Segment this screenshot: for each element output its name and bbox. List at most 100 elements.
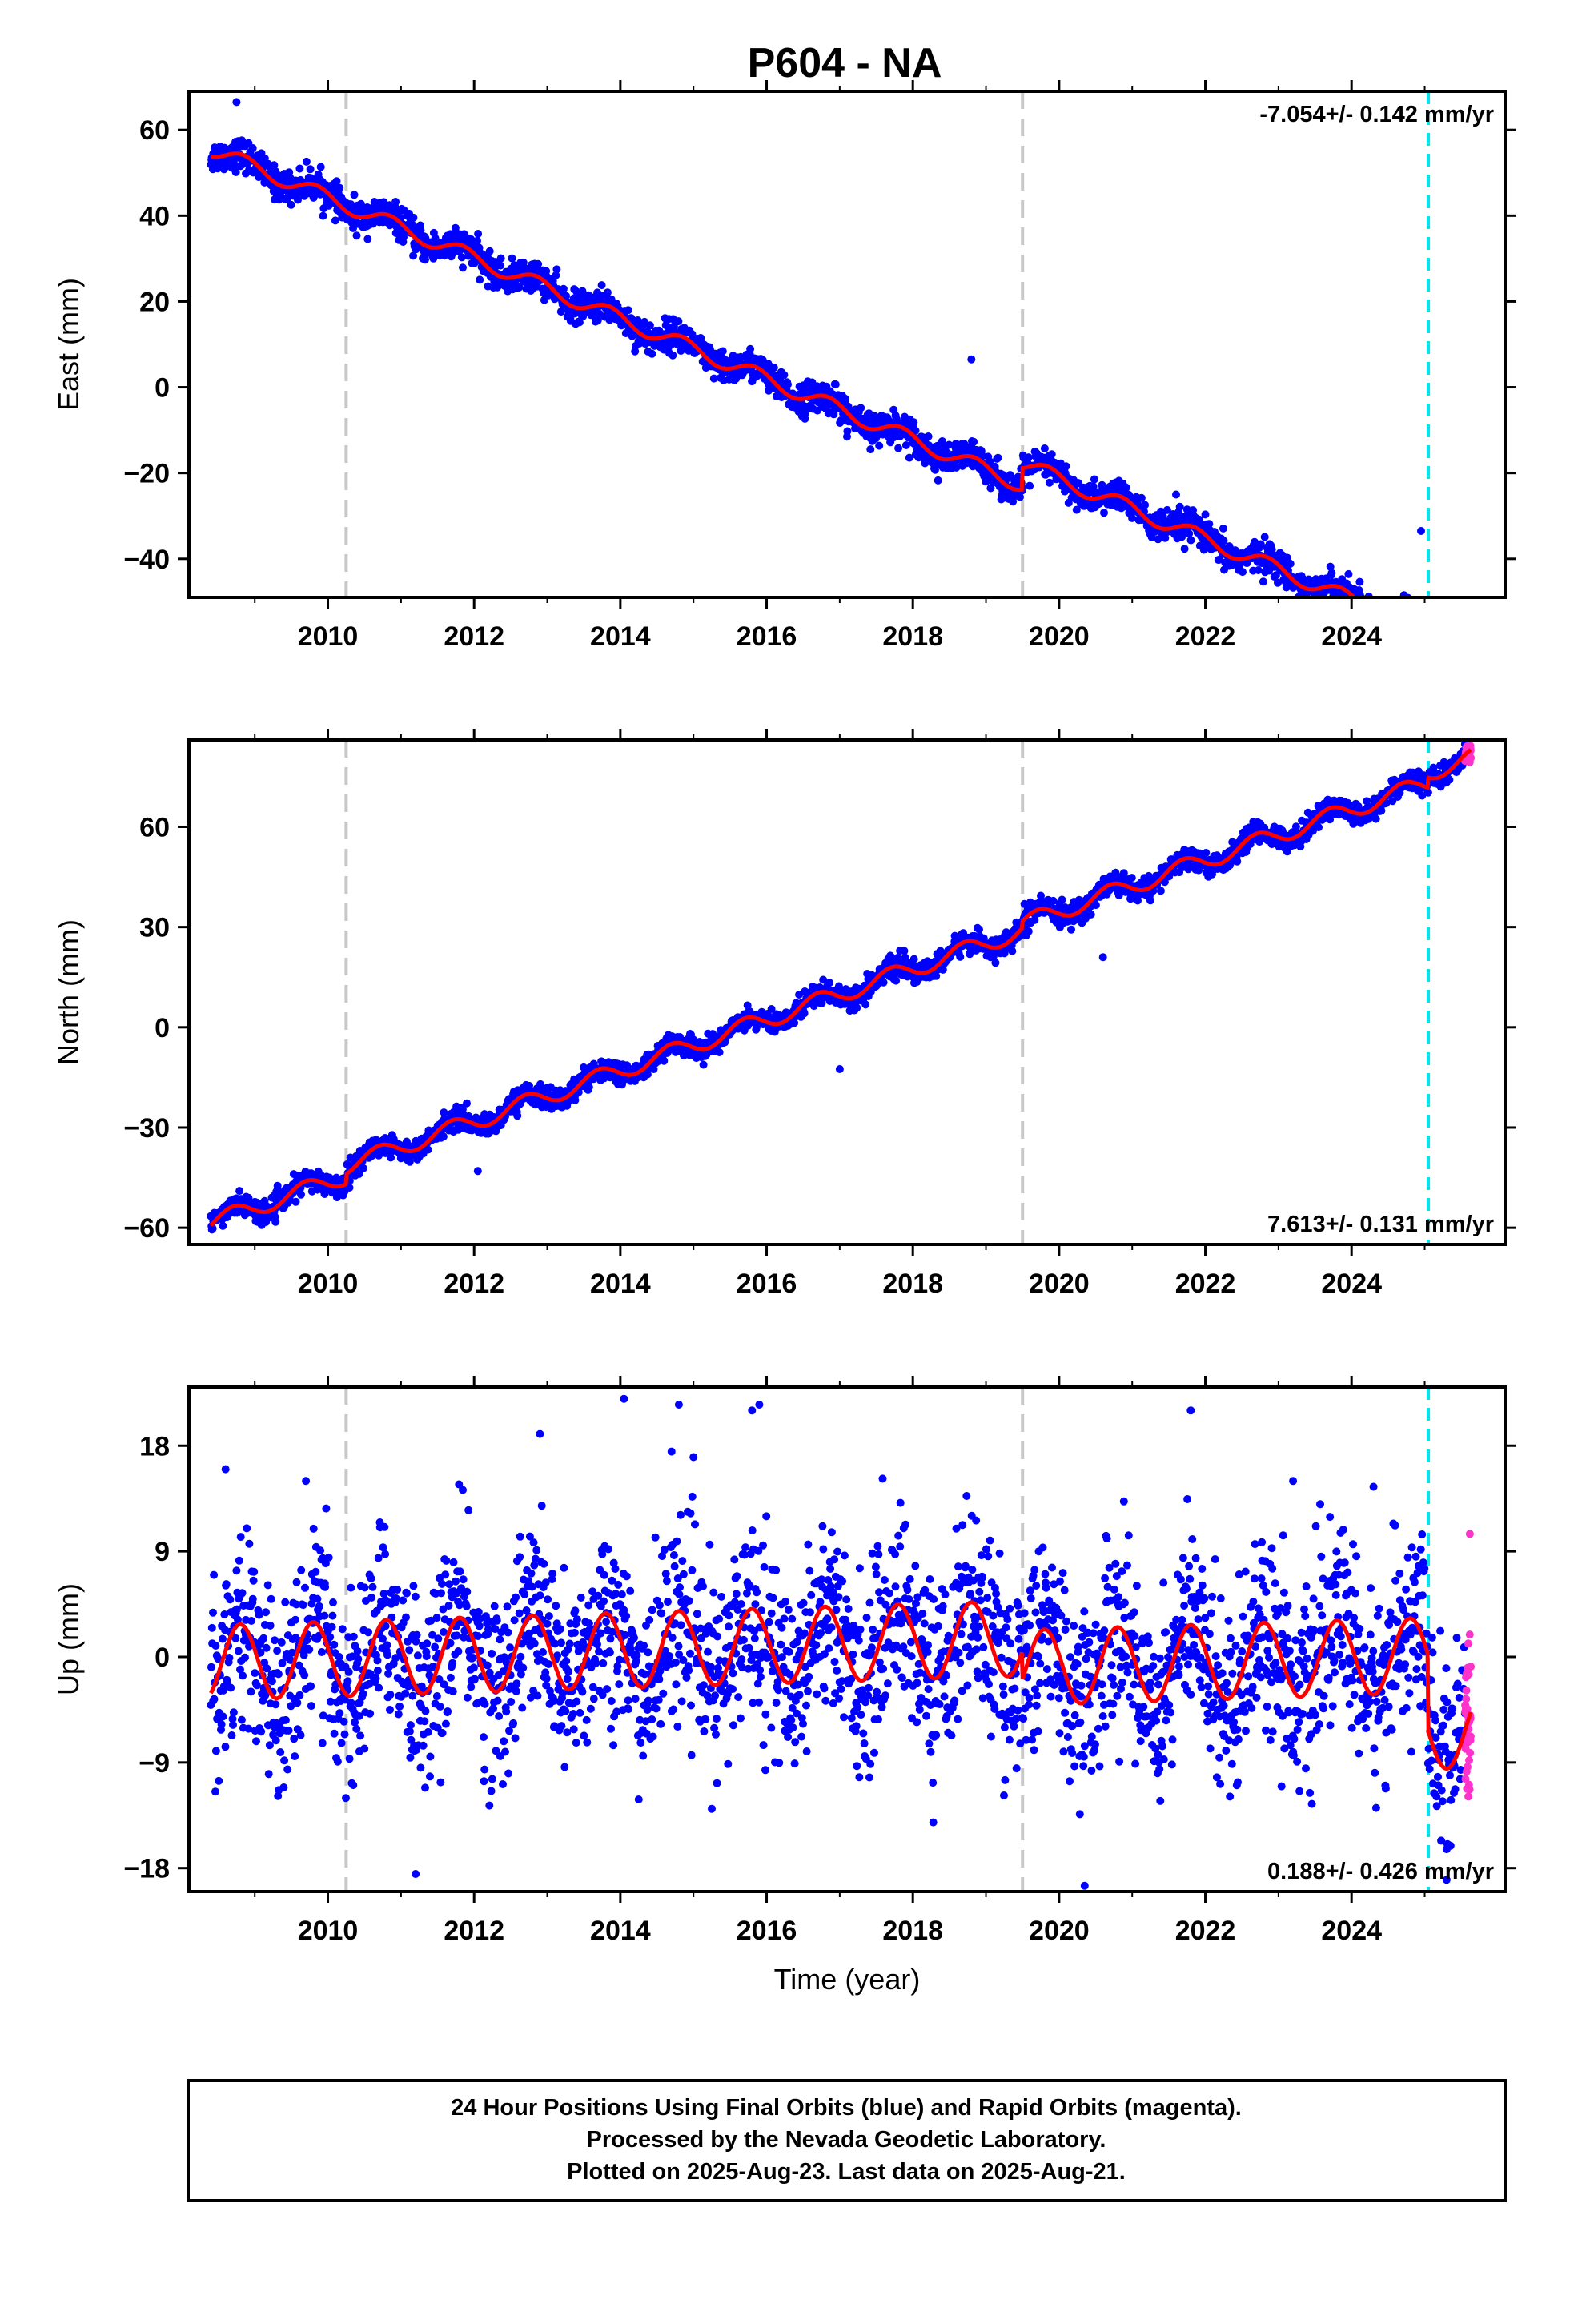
data-point [1411, 605, 1419, 613]
data-point [534, 259, 543, 268]
data-point [1417, 617, 1425, 625]
data-point [409, 213, 418, 222]
data-point [352, 231, 361, 240]
data-point [1267, 545, 1276, 554]
outlier-point [1172, 490, 1180, 499]
data-point [359, 1164, 367, 1172]
data-point [319, 211, 327, 220]
velocity-rate-label: -7.054+/- 0.142 mm/yr [1259, 102, 1494, 127]
rapid-point [1463, 635, 1471, 643]
data-point [857, 404, 865, 412]
rapid-point [1462, 629, 1470, 637]
data-point [1381, 621, 1389, 629]
rapid-point [1464, 621, 1472, 629]
data-point [1403, 608, 1411, 616]
data-point [1399, 614, 1407, 622]
data-point [1233, 857, 1242, 866]
data-point [1449, 629, 1457, 637]
data-point [1451, 629, 1459, 637]
data-point [1407, 611, 1415, 619]
data-point [1367, 604, 1375, 612]
data-point [1416, 629, 1424, 637]
data-point [1364, 607, 1372, 615]
data-point [1440, 627, 1448, 635]
data-point [1158, 512, 1167, 521]
data-point [1439, 626, 1447, 634]
x-tick-label: 2010 [298, 621, 359, 652]
data-point [1359, 605, 1367, 613]
data-point [1009, 497, 1018, 506]
data-point [421, 255, 429, 264]
data-point [769, 364, 778, 372]
data-point [975, 925, 983, 934]
data-point [1364, 598, 1372, 606]
rapid-point [1464, 634, 1472, 642]
data-point [1393, 616, 1401, 624]
data-point [1219, 537, 1228, 545]
data-point [302, 157, 311, 166]
data-point [1365, 604, 1373, 612]
x-tick-label: 2012 [444, 621, 504, 652]
data-point [1452, 636, 1460, 644]
data-point [1413, 604, 1421, 612]
data-point [1442, 636, 1450, 644]
data-point [1423, 622, 1431, 630]
plot-frame [187, 90, 1507, 599]
rapid-orbit-points [1461, 616, 1475, 657]
data-point [624, 306, 632, 315]
data-point [1432, 617, 1440, 625]
final-orbit-points [207, 740, 1469, 1234]
data-point [1283, 553, 1291, 562]
data-point [861, 1000, 870, 1009]
data-point [1440, 641, 1448, 649]
data-point [1429, 622, 1437, 630]
data-point [1452, 631, 1460, 639]
data-point [1415, 635, 1423, 643]
rapid-point [1461, 625, 1469, 633]
outlier-point [967, 355, 976, 364]
data-point [508, 254, 516, 263]
data-point [294, 195, 302, 204]
data-point [485, 247, 494, 255]
data-point [1448, 630, 1456, 638]
data-point [970, 437, 978, 446]
data-point [1383, 623, 1391, 631]
rapid-point [1465, 629, 1473, 637]
data-point [1379, 613, 1387, 621]
data-point [1026, 481, 1034, 490]
data-point [575, 318, 584, 327]
rapid-point [1467, 628, 1475, 636]
data-point [405, 1157, 414, 1166]
data-point [1460, 633, 1468, 641]
rapid-point [1467, 642, 1475, 650]
data-point [1418, 626, 1426, 634]
data-point [1389, 614, 1397, 622]
data-point [633, 316, 642, 324]
data-point [1391, 627, 1399, 635]
data-point [1395, 618, 1403, 626]
data-point [1428, 613, 1436, 621]
data-point [1423, 623, 1431, 631]
data-point [1435, 616, 1443, 624]
data-point [1425, 616, 1433, 624]
data-point [1382, 613, 1390, 621]
rapid-point [1464, 629, 1472, 637]
data-point [1409, 612, 1417, 620]
data-point [208, 1224, 217, 1233]
data-point [1455, 628, 1463, 636]
data-point [1421, 622, 1429, 630]
data-point [584, 1083, 593, 1092]
rapid-point [1465, 635, 1473, 643]
data-point [1387, 613, 1395, 621]
data-point [409, 251, 418, 260]
plot-area [207, 740, 1476, 1244]
data-point [784, 380, 792, 388]
rapid-point [1461, 626, 1469, 634]
data-point [578, 287, 587, 296]
y-tick-label: 20 [139, 287, 170, 317]
data-point [513, 1112, 522, 1120]
data-point [1388, 619, 1396, 627]
data-point [643, 1070, 652, 1079]
data-point [1122, 483, 1130, 492]
data-point [1175, 502, 1184, 511]
